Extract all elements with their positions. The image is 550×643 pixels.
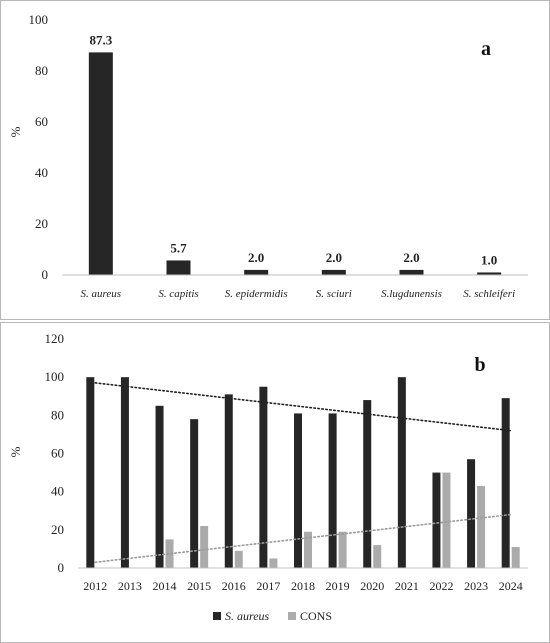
panel-a-data-label: 1.0 [481,252,497,267]
panel-a-y-tick-label: 0 [42,267,49,282]
panel-a-y-tick-label: 80 [35,63,48,78]
panel-b-y-tick-label: 80 [51,407,64,422]
legend-swatch-s-aureus [213,612,221,620]
panel-a-data-label: 5.7 [170,240,187,255]
panel-b-year-label: 2017 [256,579,280,593]
panel-a-data-label: 87.3 [89,32,112,47]
panel-b-bar-cons-2014 [165,539,174,568]
panel-b-y-tick-label: 0 [58,560,65,575]
panel-b-y-tick-label: 20 [51,522,64,537]
panel-a-frame [0,0,550,320]
panel-b-bar-cons-2023 [477,485,486,568]
panel-b-bar-s-aureus-2013 [120,377,129,568]
panel-a-chart: % a 0 20 40 60 80 100 87.3 5.7 2.0 2.0 2.0 1.0 S. … [8,12,528,300]
panel-b-trendline-cons [94,513,512,564]
panel-a-category-label: S. schleiferi [463,288,515,300]
panel-b-bar-cons-2022 [442,472,451,568]
panel-b-bar-cons-2018 [304,531,312,568]
panel-b-year-label: 2022 [429,579,453,593]
panel-a-y-tick-label: 20 [35,216,48,231]
panel-b-bar-cons-2015 [200,526,209,568]
panel-a-y-axis-label: % [8,126,23,137]
panel-b-bar-s-aureus-2014 [155,405,164,568]
panel-b-y-tick-label: 60 [51,446,64,461]
panel-b-year-label: 2021 [395,579,419,593]
panel-b-bar-s-aureus-2023 [467,459,476,568]
panel-a-bar-s-capitis [166,260,191,275]
panel-b-year-label: 2013 [118,579,142,593]
panel-b-bar-s-aureus-2019 [328,413,337,568]
panel-a-category-label: S. aureus [81,288,122,300]
panel-b-year-label: 2024 [499,579,523,593]
legend: S. aureus CONS [213,609,332,623]
panel-b-year-label: 2016 [222,579,246,593]
panel-b-bar-s-aureus-2020 [363,400,372,568]
legend-swatch-cons [288,612,296,620]
panel-b-year-label: 2019 [326,579,350,593]
panel-a-bar-s-aureus [88,52,113,276]
panel-a-category-label: S. capitis [158,288,198,300]
panel-b-bar-s-aureus-2015 [190,419,199,568]
panel-a-y-tick-label: 60 [35,114,48,129]
panel-b-y-tick-label: 100 [45,369,65,384]
panel-b-bar-cons-2019 [338,531,347,568]
panel-b-bar-s-aureus-2018 [294,413,302,568]
panel-a-data-label: 2.0 [326,250,342,265]
panel-b-y-axis-label: % [8,446,23,457]
legend-label-s-aureus: S. aureus [225,609,270,623]
panel-a-bar-s-schleiferi [477,272,502,275]
panel-b-bar-s-aureus-2022 [432,472,441,568]
panel-a-bar-s-lugdunensis [399,269,424,275]
panel-b-bar-cons-2024 [511,547,520,568]
panel-a-category-label: S. epidermidis [225,288,288,300]
panel-b-bar-cons-2016 [234,550,243,568]
panel-b-year-label: 2015 [187,579,211,593]
panel-b-trendline-s-aureus [94,382,512,432]
panel-b-year-label: 2012 [83,579,107,593]
panel-b-bar-s-aureus-2021 [397,377,406,568]
panel-b-bar-s-aureus-2012 [86,377,95,568]
panel-a-letter: a [481,38,491,60]
panel-b-letter: b [474,354,485,376]
panel-b-bar-s-aureus-2016 [224,394,233,568]
legend-label-cons: CONS [300,609,332,623]
panel-b-bar-cons-2017 [269,558,278,568]
panel-b-bar-s-aureus-2017 [259,386,268,568]
panel-b-bar-cons-2020 [373,545,382,568]
panel-a-category-label: S. sciuri [316,288,352,300]
panel-b-year-label: 2020 [360,579,384,593]
panel-b-year-label: 2018 [291,579,315,593]
panel-a-bar-s-epidermidis [244,269,269,275]
panel-b-y-tick-label: 120 [45,331,65,346]
panel-b-chart: % b 0 20 40 60 80 100 120 2012 2013 2014 2015 2016… [8,331,528,623]
panel-a-y-tick-label: 100 [29,12,49,27]
panel-b-year-label: 2023 [464,579,488,593]
panel-a-y-tick-label: 40 [35,165,48,180]
panel-a-data-label: 2.0 [403,250,419,265]
panel-b-bar-s-aureus-2024 [501,398,510,568]
panel-a-category-label: S.lugdunensis [381,288,442,300]
panel-a-data-label: 2.0 [248,250,264,265]
panel-a-bar-s-sciuri [321,269,346,275]
panel-b-year-label: 2014 [153,579,177,593]
panel-b-y-tick-label: 40 [51,484,64,499]
